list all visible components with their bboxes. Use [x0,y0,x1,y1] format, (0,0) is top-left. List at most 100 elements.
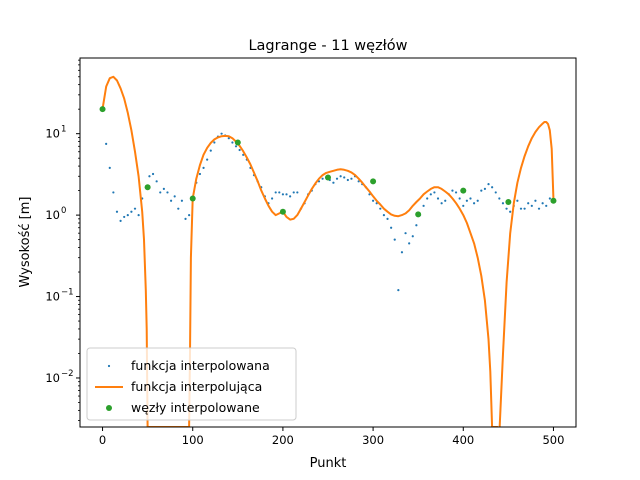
node-marker [99,106,106,113]
data-point [454,191,458,194]
data-point [501,202,505,205]
x-axis: 0 100 200 300 400 500 [99,427,564,447]
data-point [148,175,151,178]
data-point [206,158,209,161]
data-point [393,238,396,241]
data-point [180,199,184,202]
data-point [379,207,382,210]
data-point [188,214,191,217]
data-point [227,137,230,140]
data-point [274,191,277,194]
data-point [343,176,346,179]
data-point [537,207,541,210]
node-marker [505,198,512,205]
data-point [397,288,400,292]
data-point [480,189,483,192]
node-marker [189,195,196,202]
data-point [530,204,533,207]
data-point [390,226,393,229]
data-point [509,210,512,213]
data-point [335,177,339,180]
x-tick-label-2: 200 [272,433,294,447]
data-point [198,172,202,176]
legend-label-0: funkcja interpolowana [131,358,270,373]
data-point [166,191,169,194]
node-marker [460,187,467,194]
y-tick-label-3: 10 [45,127,60,141]
data-point [112,191,115,194]
data-point [108,166,111,170]
data-point [285,193,288,196]
data-point [119,219,122,222]
data-point [130,210,133,213]
x-tick-label-0: 0 [99,433,106,447]
y-tick-label-1: 10 [45,290,60,304]
data-point [483,187,487,190]
x-tick-label-1: 100 [182,433,204,447]
node-marker [550,197,557,204]
data-point [422,204,425,207]
data-point [534,199,537,202]
node-marker [234,139,241,146]
data-point [289,195,292,198]
data-point [231,141,234,144]
node-marker [279,208,286,215]
data-point [458,197,461,200]
data-point [440,202,443,205]
legend-items: funkcja interpolowana funkcja interpolują… [95,358,270,415]
data-point [238,148,241,152]
data-point [278,191,281,194]
data-point [209,149,212,152]
data-point [339,175,342,178]
node-marker [415,211,422,218]
data-point [472,202,476,205]
data-point [321,177,324,180]
data-point [541,202,544,205]
y-axis-label: Wysokość [m] [18,197,33,288]
y-tick-exponent-2: 0 [61,206,66,216]
legend-marker-wezly [106,405,112,411]
data-point [115,210,119,213]
data-point [498,197,501,200]
data-point [202,166,205,170]
data-point [213,141,216,144]
data-point [296,191,299,194]
data-point [451,189,454,192]
data-point [476,199,479,202]
data-point [400,251,404,254]
data-point [469,197,472,200]
data-point [133,207,137,210]
legend: funkcja interpolowana funkcja interpolują… [86,347,297,421]
data-point [523,207,526,210]
data-point [137,214,140,217]
data-point [519,207,523,210]
data-point [404,232,407,235]
x-tick-label-4: 400 [452,433,474,447]
data-point [292,191,295,194]
data-point [433,191,436,194]
series-interpolujaca-line [101,75,555,427]
node-marker [325,174,331,181]
data-point [155,180,158,183]
legend-label-1: funkcja interpolująca [131,379,262,394]
node-marker [144,184,151,191]
data-point [332,181,335,184]
data-point [462,204,465,207]
data-point [494,191,497,194]
data-point [169,199,173,202]
data-point [159,191,162,194]
chart-title: Lagrange - 11 węzłów [248,38,407,54]
y-tick-exponent-1: −1 [61,288,74,298]
data-point [234,145,238,148]
data-point [177,207,180,210]
data-point [408,242,411,245]
data-point [357,180,360,183]
legend-marker-interpolowana [107,364,111,368]
data-point [426,197,429,200]
y-tick-label-2: 10 [45,208,60,222]
y-tick-exponent-0: −2 [61,369,74,379]
data-point [346,178,349,182]
x-tick-label-3: 300 [362,433,384,447]
